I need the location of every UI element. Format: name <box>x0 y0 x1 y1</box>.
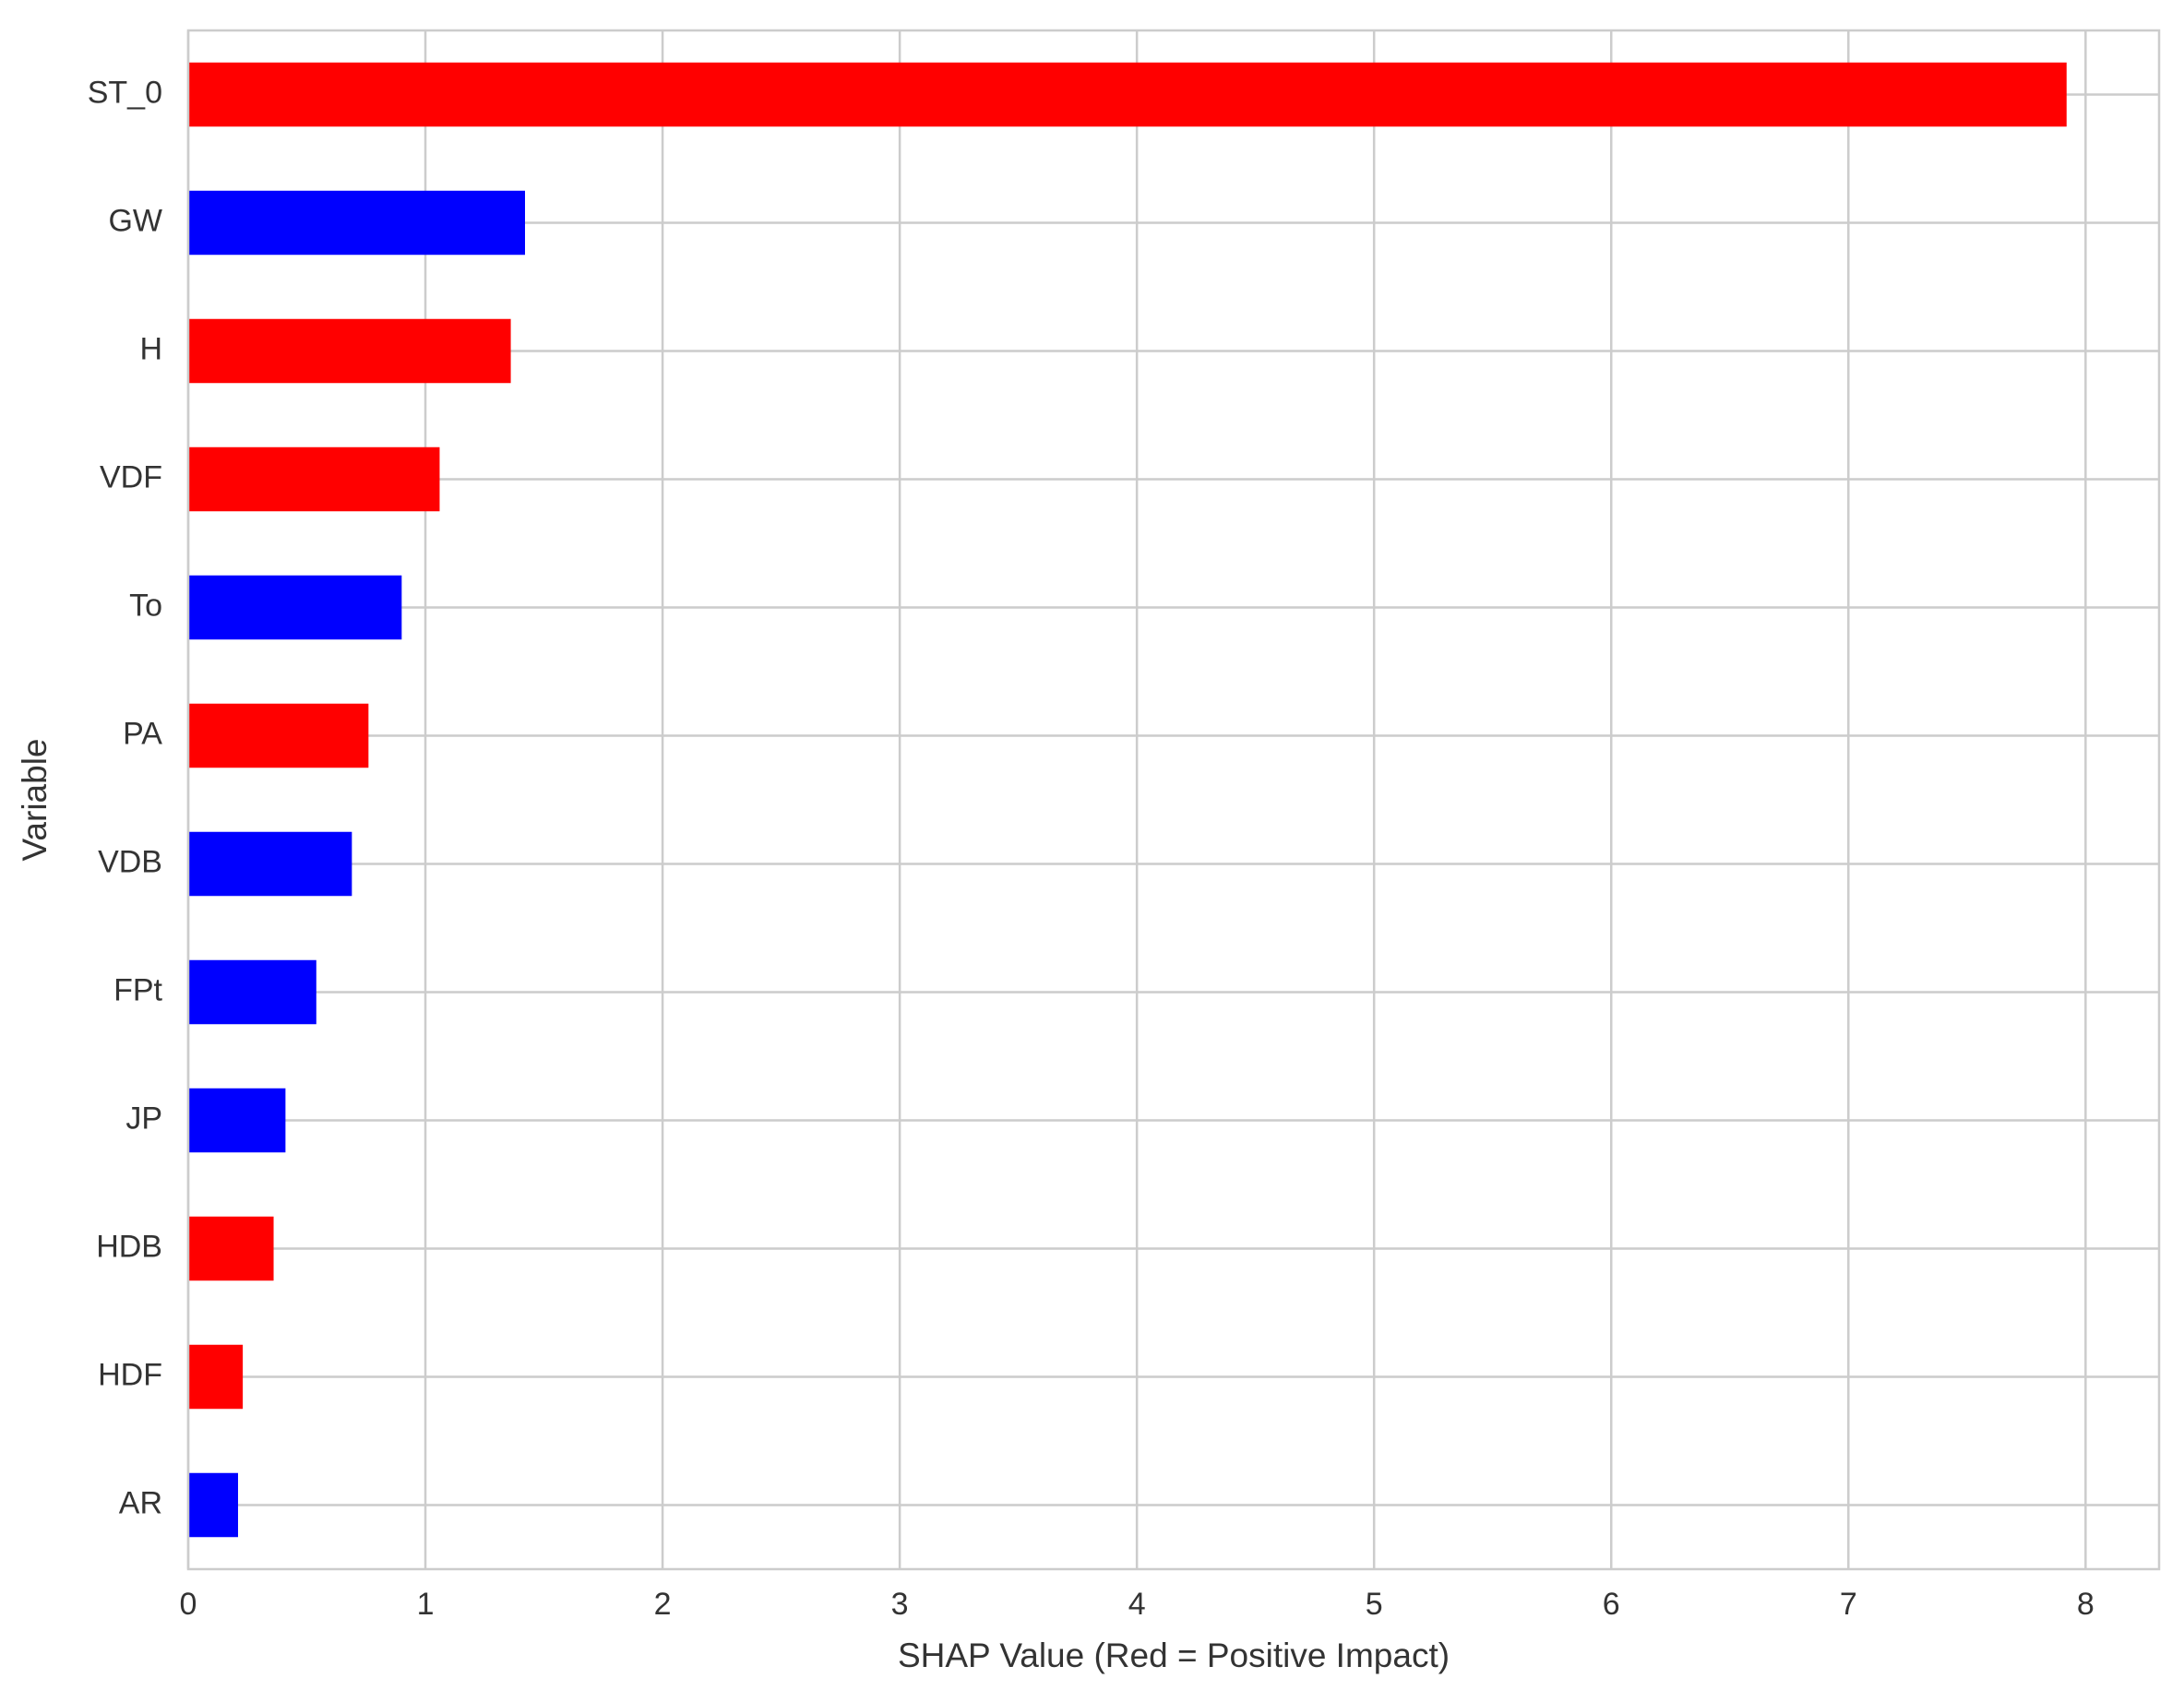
bar <box>188 959 316 1025</box>
y-tick-label: ST_0 <box>88 75 162 110</box>
y-tick-label: H <box>139 331 162 366</box>
bar <box>188 1216 274 1281</box>
x-tick-label: 2 <box>654 1587 672 1622</box>
y-tick-label: GW <box>108 203 162 238</box>
plot-frame <box>186 29 2161 1571</box>
y-tick-label: FPt <box>113 972 162 1007</box>
y-tick-label: VDF <box>100 459 162 494</box>
x-tick-label: 7 <box>1840 1587 1857 1622</box>
bar <box>188 831 352 897</box>
y-axis-label: Variable <box>16 738 54 861</box>
bar <box>188 318 511 384</box>
bar <box>188 1344 244 1410</box>
bar <box>188 1472 238 1538</box>
x-tick-label: 6 <box>1603 1587 1620 1622</box>
bar <box>188 575 402 640</box>
bar <box>188 703 369 768</box>
bar <box>188 446 440 512</box>
x-tick-label: 5 <box>1366 1587 1383 1622</box>
bar <box>188 62 2067 127</box>
x-axis-label: SHAP Value (Red = Positive Impact) <box>898 1637 1450 1674</box>
y-tick-label: PA <box>123 716 162 751</box>
x-tick-label: 8 <box>2077 1587 2094 1622</box>
y-tick-label: HDF <box>98 1357 162 1392</box>
x-tick-label: 3 <box>891 1587 909 1622</box>
x-tick-label: 4 <box>1128 1587 1146 1622</box>
y-tick-label: HDB <box>96 1229 162 1264</box>
y-tick-label: AR <box>119 1485 162 1520</box>
y-tick-label: VDB <box>98 844 162 879</box>
bar <box>188 190 525 256</box>
y-tick-label: To <box>129 588 162 623</box>
x-tick-label: 1 <box>417 1587 435 1622</box>
y-tick-label: JP <box>125 1101 162 1136</box>
x-tick-label: 0 <box>180 1587 197 1622</box>
bar <box>188 1088 286 1153</box>
